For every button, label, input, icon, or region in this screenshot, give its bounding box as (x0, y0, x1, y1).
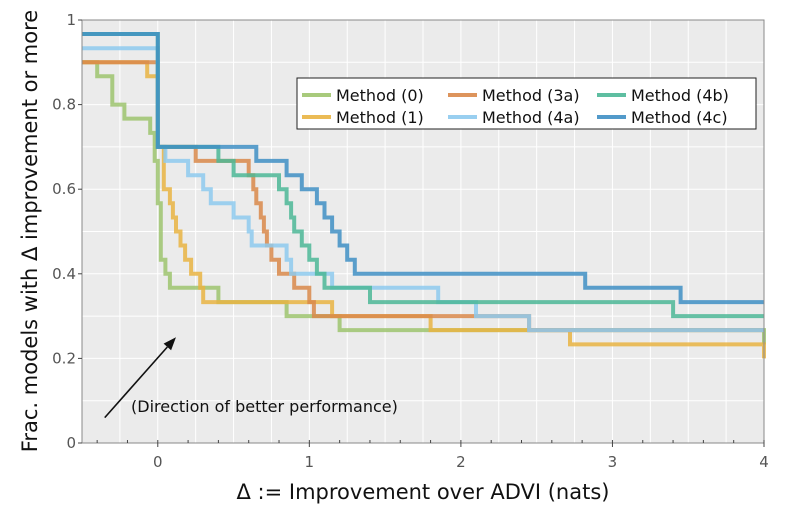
legend-label-0: Method (0) (336, 86, 424, 105)
y-tick-label: 0.8 (52, 96, 76, 114)
plot-frame (81, 19, 765, 444)
annotation-arrow (104, 346, 168, 419)
x-tick-label: 2 (456, 453, 466, 471)
y-tick-label: 1 (66, 11, 76, 29)
legend-label-3: Method (4a) (482, 108, 580, 127)
series-line-4 (82, 32, 764, 319)
legend-label-1: Method (1) (336, 108, 424, 127)
y-tick-label: 0 (66, 434, 76, 452)
x-axis-title: Δ := Improvement over ADVI (nats) (237, 480, 610, 504)
legend-box (296, 77, 757, 130)
x-tick-label: 1 (305, 453, 315, 471)
y-tick-label: 0.2 (52, 349, 76, 367)
x-tick-label: 0 (153, 453, 163, 471)
series-layer (82, 32, 766, 359)
y-tick-label: 0.6 (52, 180, 76, 198)
annotation: (Direction of better performance) (104, 337, 398, 419)
y-axis-title: Frac. models with Δ improvement or more (18, 10, 42, 452)
x-tick-label: 4 (759, 453, 769, 471)
legend-label-2: Method (3a) (482, 86, 580, 105)
legend-label-5: Method (4c) (631, 108, 728, 127)
series-line-3 (82, 46, 764, 333)
y-tick-label: 0.4 (52, 265, 76, 283)
legend-label-4: Method (4b) (631, 86, 729, 105)
axis-ticks: 0 1 2 3 4 0 0.2 0.4 0.6 0.8 1 (52, 11, 769, 471)
annotation-text: (Direction of better performance) (131, 397, 398, 416)
x-tick-label: 3 (608, 453, 618, 471)
annotation-arrowhead (163, 337, 176, 351)
series-line-0 (82, 60, 766, 345)
series-line-5 (82, 32, 764, 305)
legend: Method (0) Method (1) Method (3a) Method (4… (296, 77, 757, 130)
